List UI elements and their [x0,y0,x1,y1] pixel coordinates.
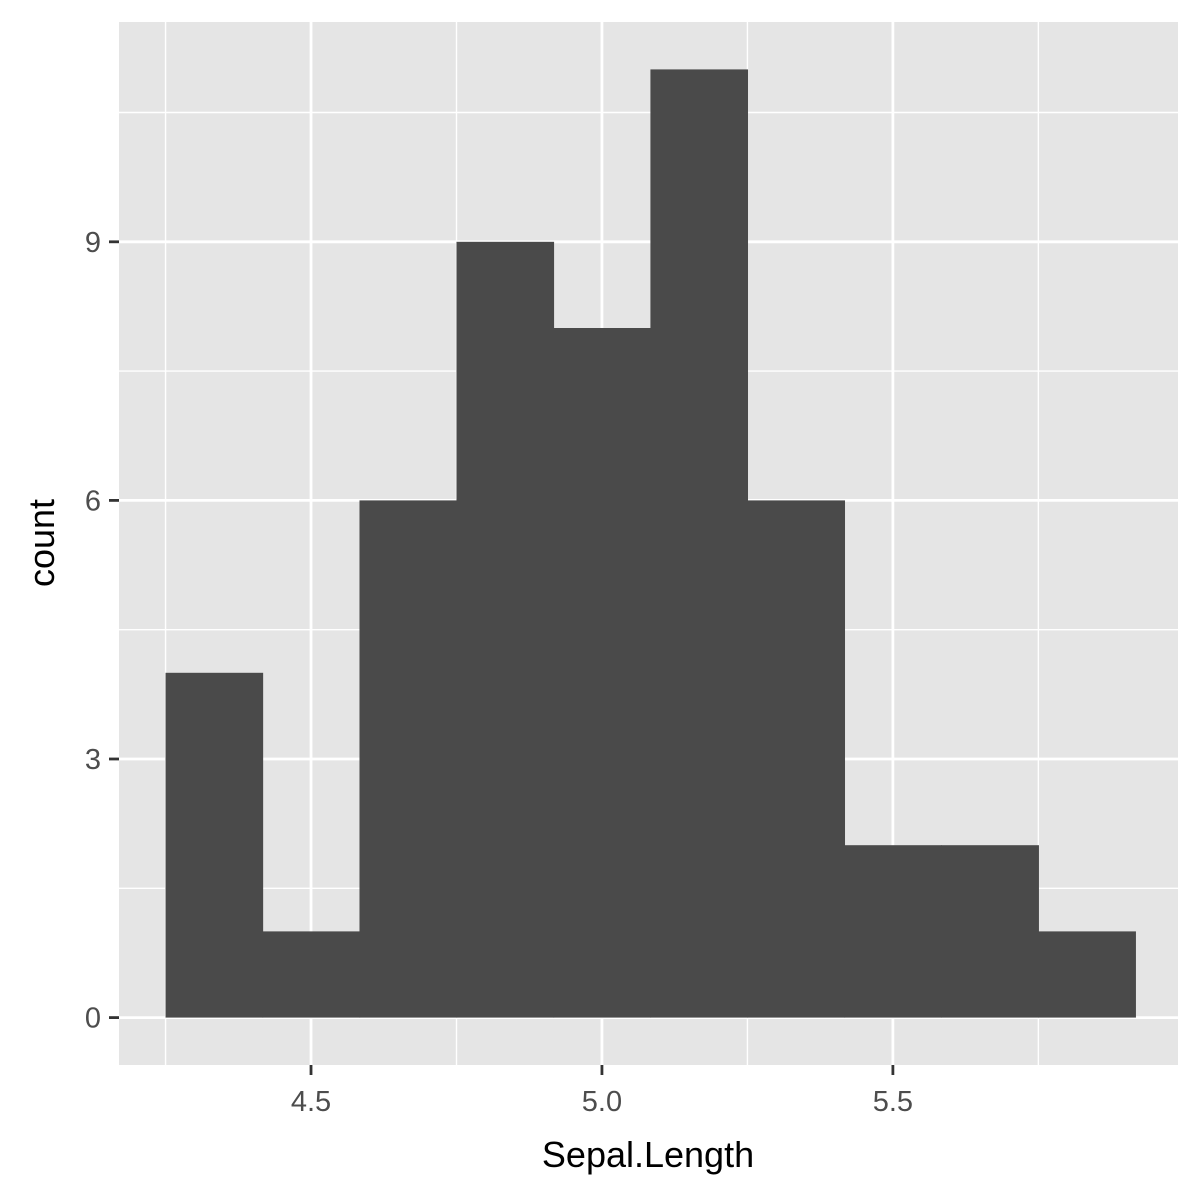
x-tick-label: 5.5 [873,1086,913,1118]
histogram-bar [359,500,458,1018]
histogram-bar [747,500,846,1018]
histogram-bar [844,845,942,1018]
histogram-bar [456,241,555,1018]
y-tick-label: 9 [85,227,101,259]
histogram-bar [941,845,1039,1018]
y-tick-label: 6 [85,485,101,517]
y-tick-label: 3 [85,744,101,776]
x-tick-label: 5.0 [582,1086,622,1118]
histogram-bar [1038,931,1136,1018]
y-axis: 0 3 6 9 [85,227,119,1035]
histogram-bars [165,69,1136,1018]
histogram-bar [262,931,361,1018]
histogram-bar [165,672,264,1018]
x-tick-label: 4.5 [291,1086,331,1118]
histogram-bar [553,328,652,1018]
y-axis-title: count [21,499,62,587]
histogram-bar [650,69,749,1018]
x-axis: 4.5 5.0 5.5 [291,1065,913,1118]
y-tick-label: 0 [85,1003,101,1035]
x-axis-title: Sepal.Length [542,1134,754,1175]
